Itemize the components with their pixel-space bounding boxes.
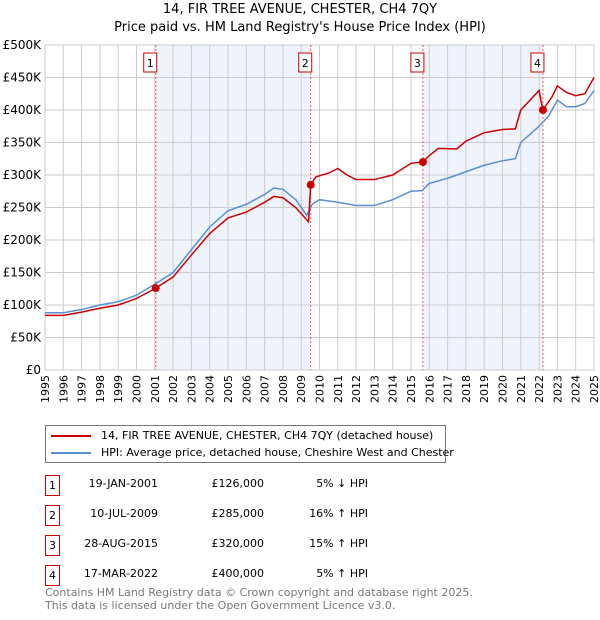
x-tick-label: 2006 bbox=[240, 375, 253, 403]
sale-badge: 1 bbox=[45, 475, 60, 496]
property-price-line bbox=[45, 77, 595, 317]
legend-label-hpi: HPI: Average price, detached house, Ches… bbox=[101, 446, 454, 459]
x-tick-label: 2023 bbox=[551, 375, 564, 403]
sale-price: £285,000 bbox=[211, 507, 265, 520]
y-tick-label: £0 bbox=[26, 363, 41, 377]
x-tick-label: 2008 bbox=[277, 375, 290, 403]
hpi-line bbox=[45, 90, 595, 314]
footer-line-1: Contains HM Land Registry data © Crown c… bbox=[45, 586, 473, 599]
legend-label-property: 14, FIR TREE AVENUE, CHESTER, CH4 7QY (d… bbox=[101, 429, 434, 442]
footer-line-2: This data is licensed under the Open Gov… bbox=[45, 599, 396, 612]
sale-price: £400,000 bbox=[211, 567, 265, 580]
sale-hpi-diff: 15% ↑ HPI bbox=[309, 537, 368, 550]
x-tick-label: 2025 bbox=[588, 375, 600, 403]
legend-red-line bbox=[51, 434, 91, 437]
x-tick-label: 2012 bbox=[350, 375, 363, 403]
sale-point bbox=[418, 158, 427, 166]
x-tick-label: 2001 bbox=[149, 375, 162, 403]
x-tick-label: 2003 bbox=[185, 375, 198, 403]
y-tick-label: £150K bbox=[3, 266, 43, 280]
sale-marker-number: 1 bbox=[147, 57, 154, 70]
x-tick-label: 1997 bbox=[76, 375, 89, 403]
x-tick-label: 1999 bbox=[112, 375, 125, 403]
x-tick-label: 2007 bbox=[259, 375, 272, 403]
x-tick-label: 2024 bbox=[570, 375, 583, 403]
sale-row: 2 10-JUL-2009 £285,000 16% ↑ HPI bbox=[45, 505, 375, 526]
x-tick-label: 1998 bbox=[94, 375, 107, 403]
y-tick-label: £50K bbox=[10, 331, 42, 345]
sale-date: 10-JUL-2009 bbox=[90, 507, 158, 520]
x-tick-label: 2014 bbox=[387, 375, 400, 403]
plot-border bbox=[44, 44, 595, 371]
y-tick-label: £450K bbox=[3, 71, 43, 85]
sale-marker-number: 3 bbox=[414, 57, 421, 70]
x-tick-label: 2013 bbox=[368, 375, 381, 403]
sale-badge: 3 bbox=[45, 535, 60, 556]
sale-marker-badge bbox=[298, 52, 313, 73]
y-tick-label: £300K bbox=[3, 168, 43, 182]
sale-point bbox=[306, 180, 315, 189]
sale-date: 28-AUG-2015 bbox=[84, 537, 158, 550]
legend: 14, FIR TREE AVENUE, CHESTER, CH4 7QY (d… bbox=[45, 425, 454, 463]
sale-row: 4 17-MAR-2022 £400,000 5% ↑ HPI bbox=[45, 565, 375, 586]
sale-date: 17-MAR-2022 bbox=[83, 567, 158, 580]
x-tick-label: 2021 bbox=[515, 375, 528, 403]
sale-point bbox=[151, 284, 160, 293]
sale-hpi-diff: 5% ↑ HPI bbox=[316, 567, 368, 580]
sale-price: £126,000 bbox=[211, 477, 265, 490]
footer: Contains HM Land Registry data © Crown c… bbox=[45, 586, 473, 612]
x-tick-label: 2002 bbox=[167, 375, 180, 403]
x-tick-label: 1996 bbox=[57, 375, 70, 403]
chart-title: 14, FIR TREE AVENUE, CHESTER, CH4 7QY bbox=[162, 2, 438, 17]
sale-hpi-diff: 16% ↑ HPI bbox=[309, 507, 368, 520]
x-tick-label: 2016 bbox=[423, 375, 436, 403]
x-tick-label: 2018 bbox=[460, 375, 473, 403]
y-tick-label: £100K bbox=[3, 298, 43, 312]
x-tick-label: 2022 bbox=[533, 375, 546, 403]
y-tick-label: £250K bbox=[3, 201, 43, 215]
x-tick-label: 2020 bbox=[497, 375, 510, 403]
x-tick-label: 2004 bbox=[204, 375, 217, 403]
x-tick-label: 2000 bbox=[131, 375, 144, 403]
y-tick-label: £200K bbox=[3, 233, 43, 247]
sale-date: 19-JAN-2001 bbox=[88, 477, 158, 490]
sale-marker-number: 4 bbox=[534, 57, 541, 70]
sale-marker-badge bbox=[143, 52, 158, 73]
sale-marker-badge bbox=[410, 52, 425, 73]
chart-subtitle: Price paid vs. HM Land Registry's House … bbox=[114, 20, 486, 35]
x-tick-label: 2017 bbox=[442, 375, 455, 403]
legend-blue-line bbox=[51, 451, 91, 454]
sale-point bbox=[538, 106, 547, 114]
x-tick-label: 2011 bbox=[332, 375, 345, 403]
x-tick-label: 2019 bbox=[478, 375, 491, 403]
sale-marker-badge bbox=[530, 52, 545, 73]
sale-hpi-diff: 5% ↓ HPI bbox=[316, 477, 368, 490]
x-tick-label: 1995 bbox=[39, 375, 52, 403]
x-tick-label: 2015 bbox=[405, 375, 418, 403]
x-tick-label: 2009 bbox=[295, 375, 308, 403]
y-tick-label: £500K bbox=[3, 38, 43, 52]
sale-badge: 2 bbox=[45, 505, 60, 526]
sale-marker-number: 2 bbox=[302, 57, 309, 70]
sale-badge: 4 bbox=[45, 565, 60, 586]
sale-price: £320,000 bbox=[211, 537, 265, 550]
y-tick-label: £350K bbox=[3, 136, 43, 150]
y-tick-label: £400K bbox=[3, 103, 43, 117]
sale-row: 1 19-JAN-2001 £126,000 5% ↓ HPI bbox=[45, 475, 375, 496]
price-chart: 1995 1996 1997 1998 1999 2000 2001 2002 2003 2004… bbox=[3, 38, 600, 403]
sale-row: 3 28-AUG-2015 £320,000 15% ↑ HPI bbox=[45, 535, 375, 556]
x-tick-label: 2010 bbox=[314, 375, 327, 403]
x-tick-label: 2005 bbox=[222, 375, 235, 403]
